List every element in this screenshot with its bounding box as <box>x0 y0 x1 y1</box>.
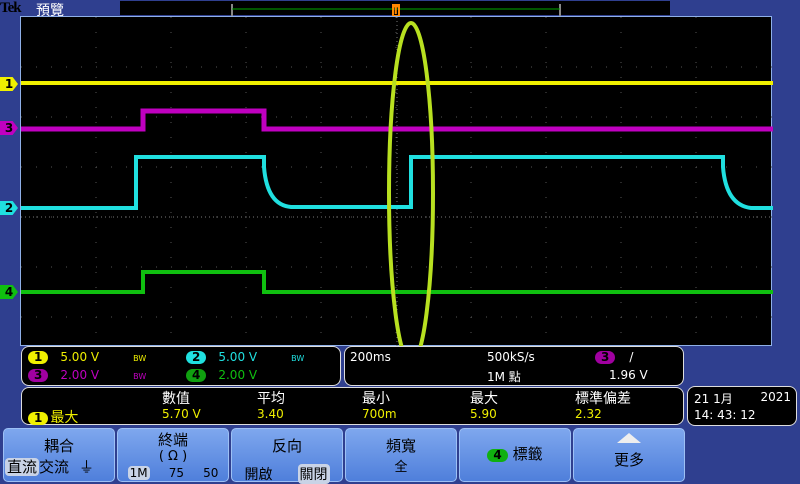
ch4-scale: 2.00 V <box>218 368 258 382</box>
coupling-label: 耦合 <box>43 437 74 455</box>
ch2-scale: 5.00 V <box>218 350 258 364</box>
time: 14: 43: 12 <box>694 408 756 422</box>
meas-value: 5.70 V <box>162 407 201 421</box>
termination-unit: ( Ω ) <box>158 449 188 464</box>
ch1-marker[interactable]: 1 <box>0 77 18 91</box>
bandwidth-label: 頻寬 <box>385 437 416 455</box>
ch4-waveform <box>21 270 773 294</box>
graticule <box>21 17 773 365</box>
up-arrow-icon <box>617 433 641 443</box>
meas-channel-badge: 1 <box>28 412 49 425</box>
waveform-display[interactable] <box>20 16 773 365</box>
coupling-dc: 直流 <box>5 458 40 476</box>
termination-label: 終端 <box>157 431 188 449</box>
trigger-level: 1.96 V <box>609 368 648 382</box>
meas-min: 700m <box>362 407 397 421</box>
ch1-scale: 5.00 V <box>60 350 100 364</box>
more-label: 更多 <box>613 451 644 469</box>
invert-button[interactable]: 反向 開啟 關閉 <box>231 428 343 484</box>
meas-header-value: 數值 <box>162 391 190 407</box>
record-bar <box>231 4 561 17</box>
invert-label: 反向 <box>271 437 302 455</box>
ch4-marker[interactable]: 4 <box>0 285 18 299</box>
ch4-label-badge: 4 <box>487 449 508 462</box>
ch1-bw: BW <box>133 354 147 363</box>
year: 2021 <box>760 390 791 404</box>
datetime-box[interactable]: 21 1月 2021 14: 43: 12 <box>687 386 797 426</box>
record-view <box>120 1 670 17</box>
invert-off: 關閉 <box>297 464 330 484</box>
ch3-bw: BW <box>133 372 147 381</box>
sample-rate: 500kS/s <box>487 350 535 364</box>
bandwidth-full: 全 <box>394 460 408 475</box>
label-button[interactable]: 4 標籤 <box>459 428 571 482</box>
meas-header-min: 最小 <box>362 391 390 407</box>
ch2-bw: BW <box>291 354 305 363</box>
ground-icon: ⏚ <box>79 458 95 476</box>
trigger-slope-icon: / <box>629 350 634 364</box>
date: 21 1月 <box>694 392 733 406</box>
more-button[interactable]: 更多 <box>573 428 685 482</box>
label-text: 標籤 <box>512 445 543 463</box>
horizontal-scale: 200ms <box>350 350 391 364</box>
meas-max: 5.90 <box>470 407 497 421</box>
channel-scale-box[interactable]: 1 5.00 V BW 2 5.00 V BW 3 2.00 V BW 4 2.00 V <box>21 346 341 386</box>
measurement-box[interactable]: 1 最大 數值 平均 最小 最大 標準偏差 5.70 V 3.40 700m 5.… <box>21 387 684 426</box>
meas-header-mean: 平均 <box>257 391 285 407</box>
ch3-waveform <box>21 108 773 132</box>
coupling-ac: 交流 <box>39 458 70 476</box>
meas-stddev: 2.32 <box>575 407 602 421</box>
trigger-marker[interactable]: T <box>392 4 400 17</box>
termination-50: 50 <box>203 466 219 480</box>
meas-name: 最大 <box>50 410 79 426</box>
tek-logo: Tek <box>0 0 22 16</box>
trigger-source-badge: 3 <box>595 351 616 364</box>
timebase-box[interactable]: 200ms 500kS/s 1M 點 3 / 1.96 V <box>344 346 684 386</box>
ch3-marker[interactable]: 3 <box>0 121 18 135</box>
coupling-button[interactable]: 耦合 直流 交流 ⏚ <box>3 428 115 482</box>
termination-button[interactable]: 終端 ( Ω ) 1M 75 50 <box>117 428 229 482</box>
invert-on: 開啟 <box>244 467 273 483</box>
meas-header-stddev: 標準偏差 <box>575 391 631 407</box>
termination-1m: 1M <box>127 466 150 480</box>
termination-75: 75 <box>168 466 184 480</box>
meas-header-max: 最大 <box>470 391 498 407</box>
ch2-badge: 2 <box>186 351 207 364</box>
bandwidth-button[interactable]: 頻寬 全 <box>345 428 457 482</box>
ch3-badge: 3 <box>28 369 49 382</box>
meas-mean: 3.40 <box>257 407 284 421</box>
ch1-badge: 1 <box>28 351 49 364</box>
ch2-waveform <box>21 155 773 210</box>
record-length: 1M 點 <box>487 370 521 384</box>
ch4-badge: 4 <box>186 369 207 382</box>
acquisition-mode: 預覽 <box>36 3 64 19</box>
ch3-scale: 2.00 V <box>60 368 100 382</box>
ch2-marker[interactable]: 2 <box>0 201 18 215</box>
